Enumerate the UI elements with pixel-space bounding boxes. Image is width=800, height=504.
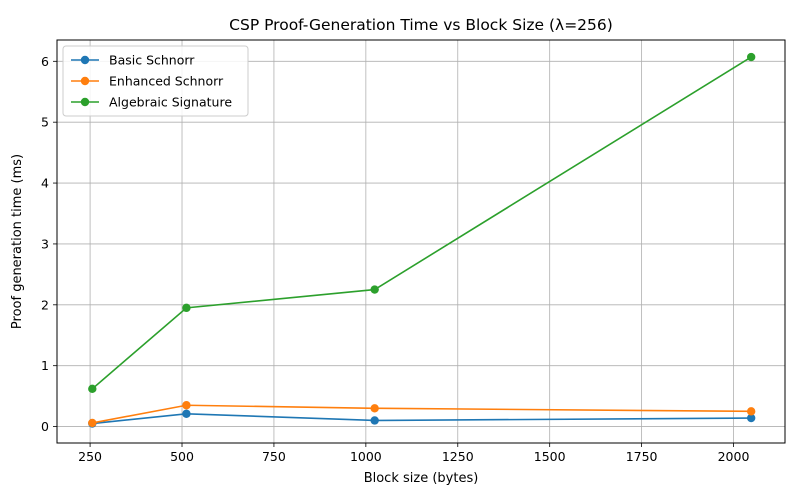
axis-ticks: 250 500 750 1000 1250 1500 1750 2000 0 1 2 3 4 5 6 bbox=[41, 54, 749, 464]
grid bbox=[57, 40, 785, 443]
x-tick-label: 250 bbox=[78, 449, 102, 464]
series-algebraic-signature bbox=[88, 52, 756, 394]
x-axis-title: Block size (bytes) bbox=[364, 471, 479, 486]
data-point bbox=[88, 384, 97, 394]
y-tick-label: 4 bbox=[41, 176, 49, 191]
data-point bbox=[746, 413, 756, 423]
x-tick-label: 500 bbox=[170, 449, 194, 464]
x-tick-label: 1250 bbox=[442, 449, 474, 464]
legend-label: Enhanced Schnorr bbox=[109, 74, 224, 89]
data-point bbox=[746, 52, 756, 62]
legend-item: Enhanced Schnorr bbox=[71, 74, 224, 89]
series-line bbox=[92, 412, 752, 425]
x-tick-label: 1750 bbox=[626, 449, 658, 464]
y-tick-label: 6 bbox=[41, 54, 49, 69]
legend-marker bbox=[80, 97, 90, 107]
data-point bbox=[182, 409, 191, 418]
x-tick-label: 1000 bbox=[350, 449, 382, 464]
plot-frame bbox=[56, 39, 786, 444]
legend-marker bbox=[80, 55, 90, 65]
x-tick-label: 1500 bbox=[534, 449, 566, 464]
chart-title: CSP Proof-Generation Time vs Block Size … bbox=[229, 16, 613, 34]
series-basic-schnorr bbox=[88, 409, 756, 428]
y-tick-label: 1 bbox=[41, 358, 49, 373]
data-point bbox=[370, 404, 379, 413]
x-tick-label: 2000 bbox=[718, 449, 750, 464]
series-line bbox=[91, 56, 752, 390]
data-point bbox=[182, 303, 191, 313]
y-tick-label: 0 bbox=[41, 419, 49, 434]
y-axis-title: Proof generation time (ms) bbox=[10, 154, 25, 329]
y-tick-label: 3 bbox=[41, 236, 49, 251]
data-point bbox=[182, 401, 191, 410]
y-tick-label: 5 bbox=[41, 115, 49, 130]
data-point bbox=[88, 418, 97, 428]
legend: Basic Schnorr Enhanced Schnorr Algebraic S… bbox=[62, 45, 249, 117]
series-layer bbox=[88, 52, 756, 428]
data-point bbox=[746, 407, 756, 416]
legend-item: Basic Schnorr bbox=[71, 53, 195, 68]
legend-item: Algebraic Signature bbox=[71, 95, 232, 110]
legend-marker bbox=[80, 76, 90, 86]
legend-label: Algebraic Signature bbox=[109, 95, 232, 110]
y-tick-label: 2 bbox=[41, 297, 49, 312]
series-enhanced-schnorr bbox=[88, 401, 756, 428]
series-line bbox=[92, 404, 752, 424]
x-tick-label: 750 bbox=[262, 449, 286, 464]
legend-box bbox=[62, 45, 249, 117]
legend-label: Basic Schnorr bbox=[109, 53, 195, 68]
data-point bbox=[370, 285, 379, 294]
data-point bbox=[370, 416, 379, 425]
